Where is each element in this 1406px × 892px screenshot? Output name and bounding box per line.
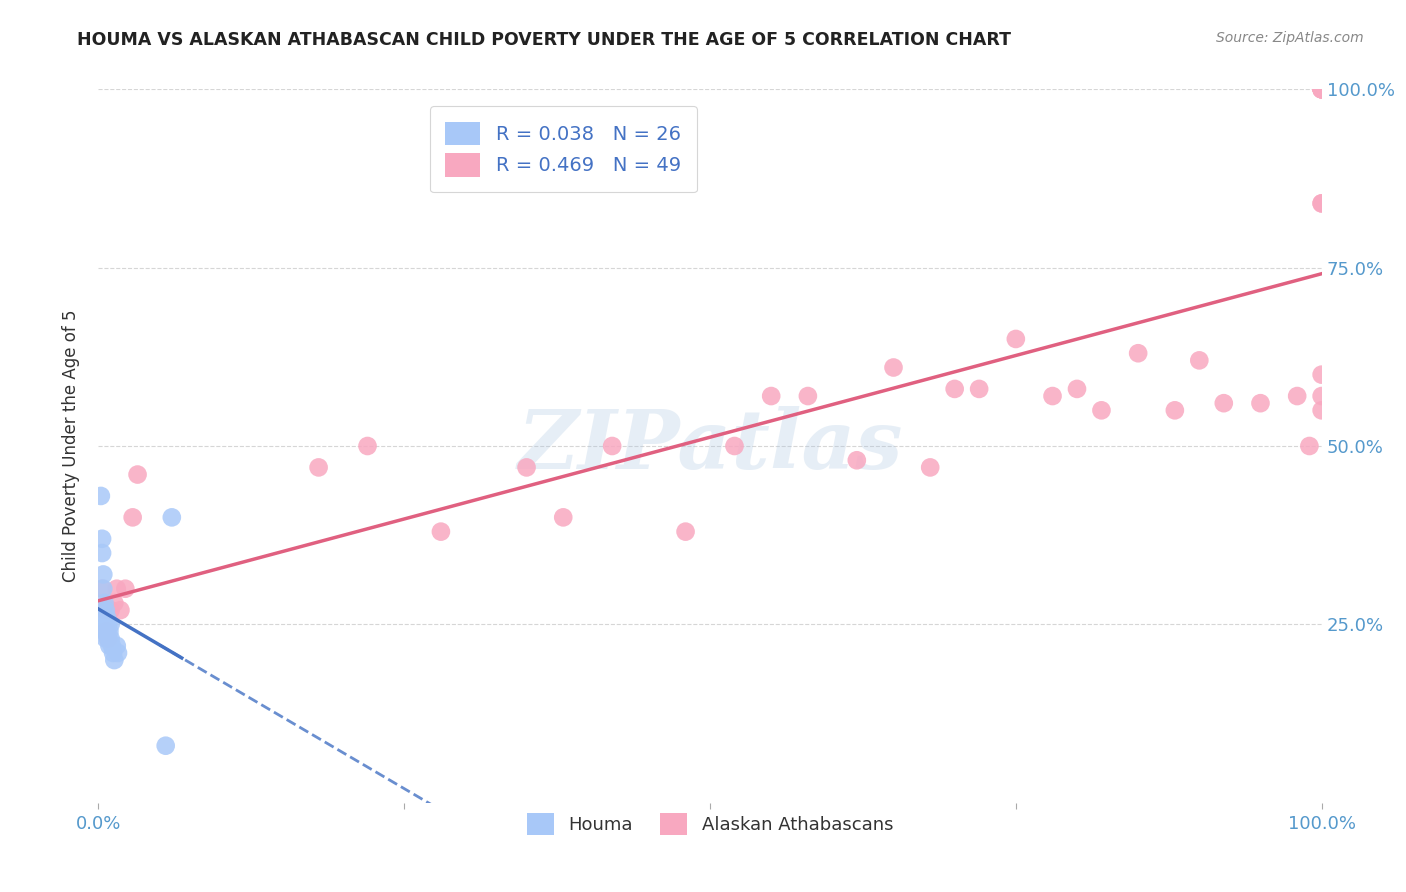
Point	[105, 582, 128, 596]
Point	[100, 603, 122, 617]
Point	[308, 460, 330, 475]
Point	[1310, 82, 1333, 96]
Point	[97, 632, 120, 646]
Point	[1090, 403, 1112, 417]
Point	[1164, 403, 1187, 417]
Point	[1310, 368, 1333, 382]
Point	[100, 617, 122, 632]
Point	[553, 510, 575, 524]
Point	[1310, 196, 1333, 211]
Point	[98, 624, 121, 639]
Point	[1066, 382, 1088, 396]
Point	[127, 467, 149, 482]
Point	[1310, 82, 1333, 96]
Point	[121, 510, 143, 524]
Point	[845, 453, 868, 467]
Point	[1212, 396, 1234, 410]
Point	[515, 460, 537, 475]
Point	[1310, 403, 1333, 417]
Point	[91, 582, 114, 596]
Point	[155, 739, 177, 753]
Point	[430, 524, 453, 539]
Point	[761, 389, 783, 403]
Point	[1249, 396, 1271, 410]
Point	[93, 603, 115, 617]
Point	[94, 624, 117, 639]
Point	[1004, 332, 1026, 346]
Point	[1298, 439, 1320, 453]
Point	[1310, 196, 1333, 211]
Point	[91, 532, 114, 546]
Point	[920, 460, 942, 475]
Point	[967, 382, 990, 396]
Point	[105, 639, 128, 653]
Point	[1128, 346, 1150, 360]
Point	[723, 439, 745, 453]
Point	[94, 603, 117, 617]
Point	[96, 610, 118, 624]
Point	[97, 632, 120, 646]
Point	[90, 489, 112, 503]
Point	[1310, 82, 1333, 96]
Point	[101, 639, 124, 653]
Point	[91, 582, 114, 596]
Point	[101, 646, 124, 660]
Point	[675, 524, 697, 539]
Point	[94, 617, 117, 632]
Point	[1310, 82, 1333, 96]
Point	[1188, 353, 1211, 368]
Point	[93, 624, 115, 639]
Point	[96, 624, 118, 639]
Point	[356, 439, 378, 453]
Text: ZIPatlas: ZIPatlas	[517, 406, 903, 486]
Point	[97, 617, 120, 632]
Point	[1310, 82, 1333, 96]
Point	[600, 439, 623, 453]
Point	[96, 624, 118, 639]
Legend: Houma, Alaskan Athabascans: Houma, Alaskan Athabascans	[517, 804, 903, 844]
Y-axis label: Child Poverty Under the Age of 5: Child Poverty Under the Age of 5	[62, 310, 80, 582]
Text: HOUMA VS ALASKAN ATHABASCAN CHILD POVERTY UNDER THE AGE OF 5 CORRELATION CHART: HOUMA VS ALASKAN ATHABASCAN CHILD POVERT…	[77, 31, 1011, 49]
Point	[93, 596, 115, 610]
Point	[107, 646, 129, 660]
Point	[110, 603, 132, 617]
Point	[103, 596, 125, 610]
Point	[797, 389, 820, 403]
Point	[1286, 389, 1309, 403]
Text: Source: ZipAtlas.com: Source: ZipAtlas.com	[1216, 31, 1364, 45]
Point	[114, 582, 136, 596]
Point	[1042, 389, 1064, 403]
Point	[98, 639, 121, 653]
Point	[883, 360, 905, 375]
Point	[943, 382, 966, 396]
Point	[160, 510, 183, 524]
Point	[91, 546, 114, 560]
Point	[103, 653, 125, 667]
Point	[1310, 82, 1333, 96]
Point	[100, 632, 122, 646]
Point	[93, 610, 115, 624]
Point	[94, 632, 117, 646]
Point	[1310, 389, 1333, 403]
Point	[91, 567, 114, 582]
